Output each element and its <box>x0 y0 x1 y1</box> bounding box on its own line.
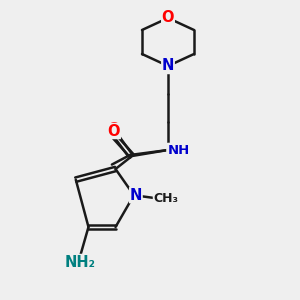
Text: N: N <box>130 188 142 203</box>
Text: O: O <box>162 11 174 26</box>
Text: O: O <box>108 122 120 136</box>
Text: O: O <box>108 124 120 139</box>
Text: NH₂: NH₂ <box>65 254 96 269</box>
Text: NH: NH <box>168 143 190 157</box>
Text: CH₃: CH₃ <box>153 192 178 205</box>
Text: N: N <box>162 58 174 74</box>
Text: NH: NH <box>167 143 189 157</box>
